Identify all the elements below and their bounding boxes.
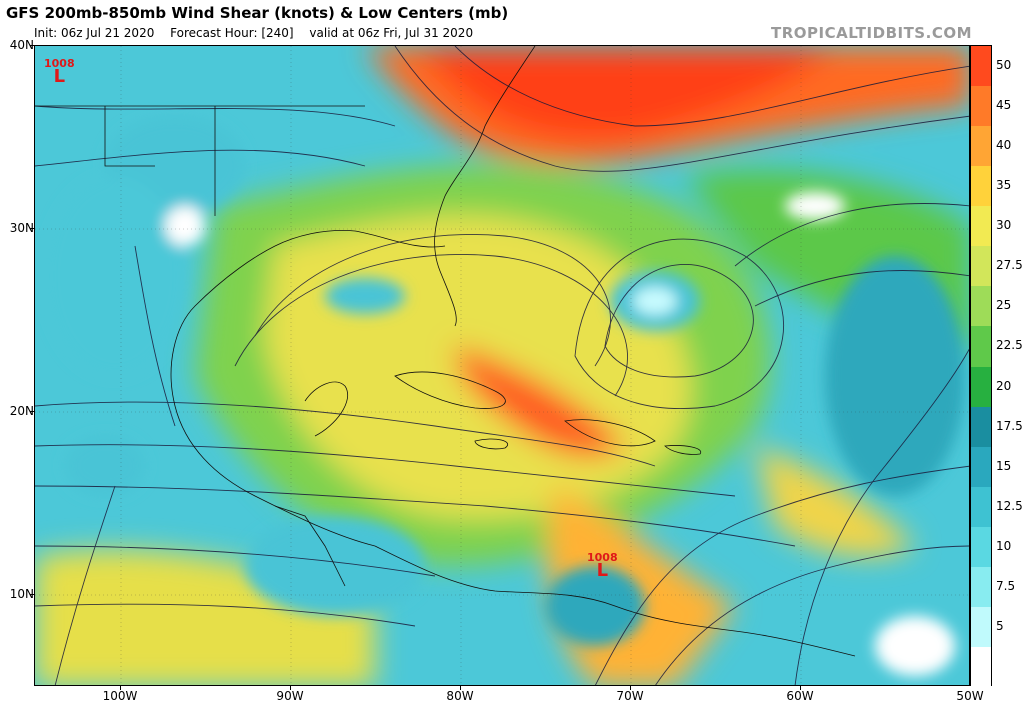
colorbar-segment [971,126,991,167]
low-letter: L [596,560,609,581]
colorbar-segment [971,206,991,247]
low-center-marker-caribbean: 1008 L [587,551,618,581]
colorbar-label: 25 [996,298,1012,313]
init-time: Init: 06z Jul 21 2020 [34,26,155,40]
wind-shear-map [34,45,970,686]
colorbar-segment [971,646,991,688]
lat-tick [30,45,34,46]
lat-label-30n: 30N [9,221,34,235]
colorbar-label: 15 [996,458,1012,473]
colorbar-segment [971,366,991,408]
colorbar-label: 40 [996,138,1012,153]
colorbar-label: 5 [996,618,1004,633]
lon-label-80w: 80W [446,689,474,703]
colorbar-segment [971,526,991,568]
colorbar-segment [971,486,991,528]
lon-label-90w: 90W [276,689,304,703]
map-subtitle: Init: 06z Jul 21 2020 Forecast Hour: [24… [34,26,485,40]
low-letter: L [53,66,66,87]
shear-colorbar [970,45,992,688]
colorbar-segment [971,46,991,87]
colorbar-segment [971,246,991,287]
colorbar-label: 45 [996,98,1012,113]
colorbar-label: 30 [996,218,1012,233]
colorbar-label: 12.5 [996,498,1023,513]
lon-label-60w: 60W [786,689,814,703]
colorbar-label: 20 [996,378,1012,393]
colorbar-segment [971,286,991,327]
colorbar-label: 7.5 [996,578,1016,593]
coastlines [35,46,856,657]
graticule [35,46,969,685]
lat-tick [30,411,34,412]
streamlines [35,46,969,685]
low-pressure-value: 1008 [587,551,618,564]
lat-tick [30,594,34,595]
colorbar-segment [971,326,991,367]
lon-tick [290,686,291,690]
lon-tick [120,686,121,690]
lon-tick [460,686,461,690]
shear-field-detail [45,116,965,676]
map-svg [35,46,969,685]
low-center-marker-nw: 1008 L [44,57,75,87]
colorbar-label: 50 [996,58,1012,73]
valid-time: valid at 06z Fri, Jul 31 2020 [309,26,474,40]
colorbar-label: 22.5 [996,338,1023,353]
colorbar-label: 10 [996,538,1012,553]
colorbar-segment [971,566,991,608]
colorbar-label: 17.5 [996,418,1023,433]
lat-label-40n: 40N [9,38,34,52]
colorbar-segment [971,606,991,648]
colorbar-segment [971,166,991,207]
colorbar-segment [971,406,991,448]
map-title: GFS 200mb-850mb Wind Shear (knots) & Low… [6,4,509,22]
lon-label-100w: 100W [102,689,138,703]
forecast-hour: Forecast Hour: [240] [170,26,294,40]
lat-tick [30,228,34,229]
lon-tick [800,686,801,690]
colorbar-segment [971,86,991,127]
low-pressure-value: 1008 [44,57,75,70]
lat-label-20n: 20N [9,404,34,418]
colorbar-segment [971,446,991,488]
lon-label-70w: 70W [616,689,644,703]
colorbar-label: 35 [996,178,1012,193]
brand-watermark: TROPICALTIDBITS.COM [771,24,972,42]
lon-tick [630,686,631,690]
colorbar-label: 27.5 [996,258,1023,273]
lon-label-50w: 50W [956,689,984,703]
lat-label-10n: 10N [9,587,34,601]
